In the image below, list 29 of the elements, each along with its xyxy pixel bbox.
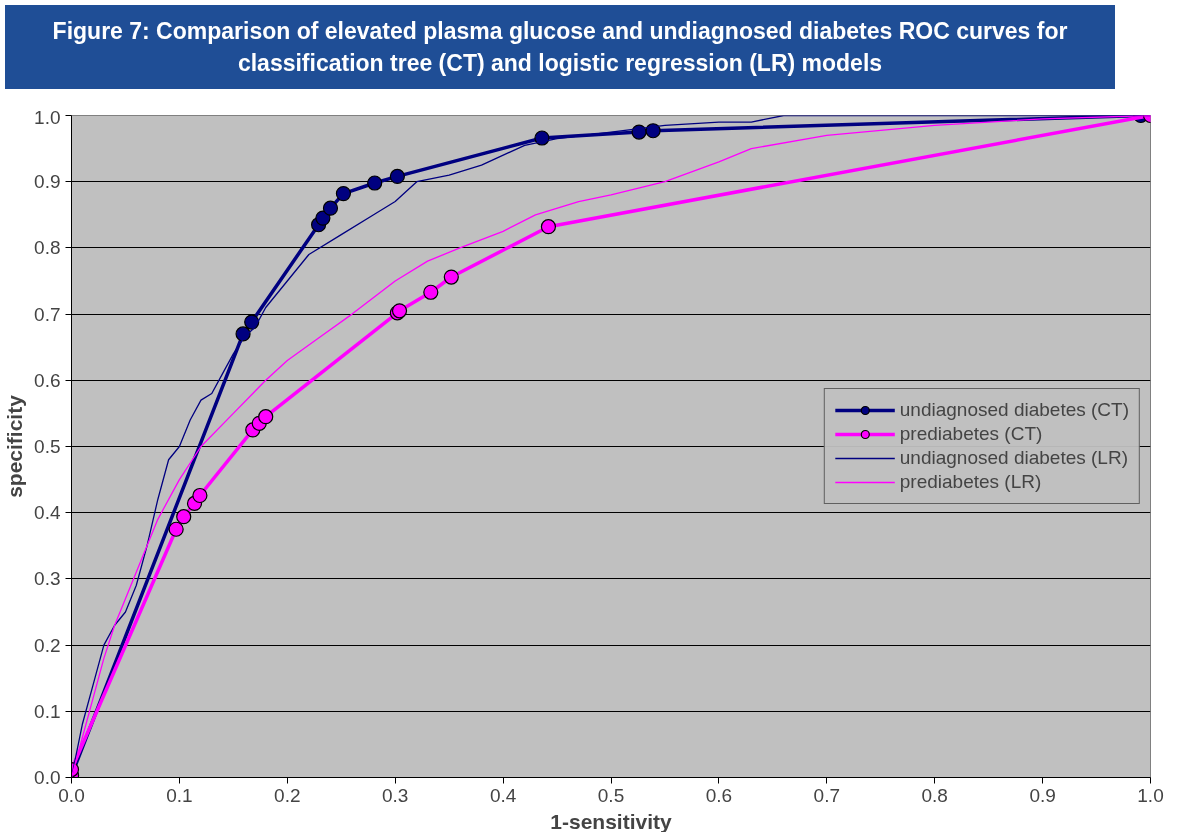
legend-label: undiagnosed diabetes (CT) (899, 399, 1129, 421)
y-tick-label: 0.3 (34, 568, 61, 590)
legend-label: undiagnosed diabetes (LR) (899, 447, 1128, 469)
y-axis-title: specificity (3, 394, 27, 498)
y-tick-label: 0.2 (34, 634, 61, 656)
y-tick-label: 0.5 (34, 436, 61, 457)
x-tick-label: 0.2 (274, 784, 301, 806)
legend-label: prediabetes (CT) (899, 423, 1043, 445)
y-tick-label: 0.1 (34, 700, 61, 722)
chart-title: Figure 7: Comparison of elevated plasma glucose and undiagnosed diabetes ROC curves for classification tree (CT) and logistic regression (LR) models (5, 5, 1115, 90)
y-tick-label: 0.4 (34, 502, 61, 524)
x-axis-title: 1-sensitivity (550, 809, 673, 832)
y-tick-label: 0.8 (34, 237, 61, 259)
x-tick-label: 0.6 (705, 784, 733, 806)
x-tick-label: 0.9 (1029, 784, 1056, 806)
x-tick-label: 0.5 (597, 784, 625, 806)
legend-label: prediabetes (LR) (899, 471, 1042, 493)
x-tick-label: 0.1 (166, 784, 193, 806)
x-tick-label: 0.4 (489, 784, 517, 806)
y-tick-label: 0.9 (34, 171, 61, 193)
x-tick-label: 1.0 (1137, 784, 1164, 806)
x-tick-label: 0.0 (58, 784, 85, 806)
x-tick-label: 0.8 (921, 784, 948, 806)
y-tick-label: 0.7 (34, 303, 61, 325)
y-tick-label: 0.6 (34, 369, 61, 391)
y-tick-label: 0.0 (34, 767, 61, 788)
x-tick-label: 0.3 (381, 784, 409, 806)
y-tick-label: 1.0 (34, 106, 61, 128)
x-tick-label: 0.7 (813, 784, 841, 806)
